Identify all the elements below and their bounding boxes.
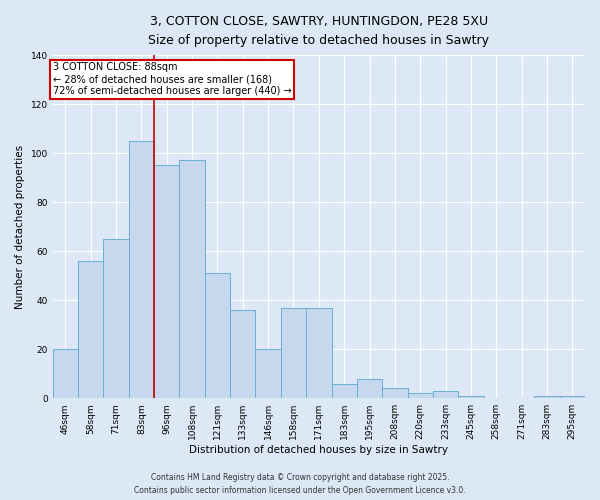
- Bar: [281, 308, 306, 398]
- Bar: [256, 349, 281, 398]
- Title: 3, COTTON CLOSE, SAWTRY, HUNTINGDON, PE28 5XU
Size of property relative to detac: 3, COTTON CLOSE, SAWTRY, HUNTINGDON, PE2…: [148, 15, 490, 47]
- Bar: [458, 396, 484, 398]
- Bar: [205, 273, 230, 398]
- Bar: [306, 308, 332, 398]
- Text: 3 COTTON CLOSE: 88sqm
← 28% of detached houses are smaller (168)
72% of semi-det: 3 COTTON CLOSE: 88sqm ← 28% of detached …: [53, 62, 291, 96]
- Y-axis label: Number of detached properties: Number of detached properties: [15, 144, 25, 308]
- Bar: [357, 378, 382, 398]
- Bar: [535, 396, 560, 398]
- Bar: [382, 388, 407, 398]
- Bar: [433, 391, 458, 398]
- Bar: [332, 384, 357, 398]
- Bar: [154, 166, 179, 398]
- Bar: [560, 396, 585, 398]
- Bar: [230, 310, 256, 398]
- Bar: [129, 141, 154, 398]
- X-axis label: Distribution of detached houses by size in Sawtry: Distribution of detached houses by size …: [190, 445, 448, 455]
- Bar: [53, 349, 78, 398]
- Text: Contains HM Land Registry data © Crown copyright and database right 2025.
Contai: Contains HM Land Registry data © Crown c…: [134, 474, 466, 495]
- Bar: [179, 160, 205, 398]
- Bar: [78, 261, 103, 398]
- Bar: [407, 394, 433, 398]
- Bar: [103, 239, 129, 398]
